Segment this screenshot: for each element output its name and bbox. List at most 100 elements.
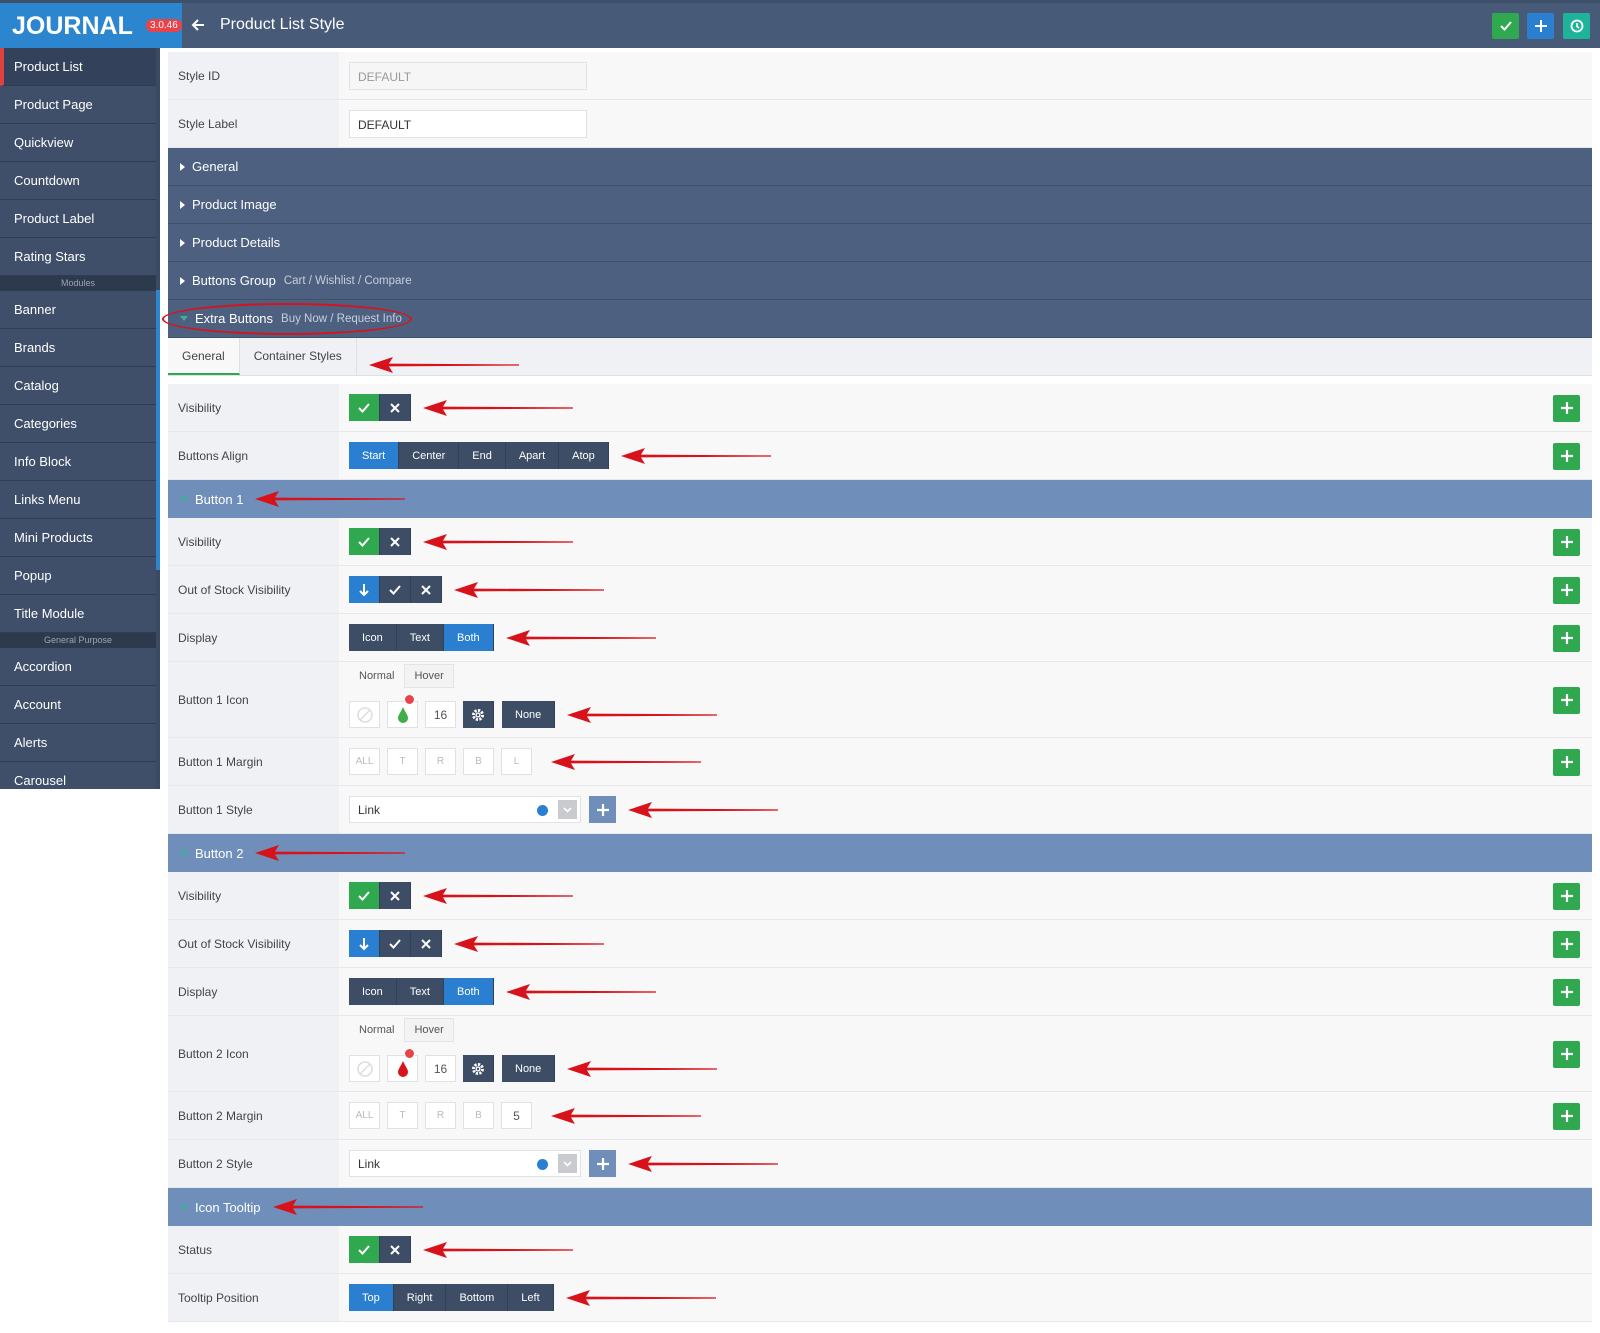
sidebar-item[interactable]: Categories bbox=[0, 405, 156, 443]
sidebar-item[interactable]: Account bbox=[0, 686, 156, 724]
icon-remove[interactable] bbox=[404, 694, 415, 705]
icon-settings[interactable] bbox=[463, 701, 494, 728]
subsection-header[interactable]: Icon Tooltip bbox=[168, 1188, 1592, 1226]
margin-input[interactable]: R bbox=[425, 1102, 456, 1129]
margin-input[interactable]: B bbox=[463, 1102, 494, 1129]
segment-option[interactable]: Both bbox=[443, 624, 494, 651]
state-off[interactable] bbox=[411, 930, 442, 957]
margin-input[interactable]: ALL bbox=[349, 1102, 380, 1129]
sidebar-item[interactable]: Carousel bbox=[0, 762, 156, 789]
margin-input[interactable]: T bbox=[387, 748, 418, 775]
sidebar-item[interactable]: Rating Stars bbox=[0, 238, 156, 276]
sidebar-item[interactable]: Brands bbox=[0, 329, 156, 367]
segment-option[interactable]: Text bbox=[396, 978, 444, 1005]
segment-option[interactable]: Center bbox=[399, 442, 460, 469]
margin-input[interactable]: L bbox=[501, 748, 532, 775]
section-header[interactable]: Extra Buttons Buy Now / Request Info bbox=[162, 300, 1592, 338]
toggle-off[interactable] bbox=[380, 394, 411, 421]
add-button[interactable] bbox=[1553, 930, 1580, 958]
sidebar-item[interactable]: Catalog bbox=[0, 367, 156, 405]
add-button[interactable] bbox=[1553, 442, 1580, 470]
toggle-on[interactable] bbox=[349, 882, 380, 909]
sidebar-item[interactable]: Banner bbox=[0, 291, 156, 329]
icon-none[interactable]: None bbox=[502, 701, 556, 728]
section-header[interactable]: General bbox=[168, 148, 1592, 186]
add-button[interactable] bbox=[1553, 394, 1580, 422]
subsection-header[interactable]: Button 2 bbox=[168, 834, 1592, 872]
segment-option[interactable]: Icon bbox=[349, 978, 397, 1005]
add-button[interactable] bbox=[1553, 978, 1580, 1006]
toggle-on[interactable] bbox=[349, 1236, 380, 1263]
state-off[interactable] bbox=[411, 576, 442, 603]
section-header[interactable]: Product Details bbox=[168, 224, 1592, 262]
add-button[interactable] bbox=[1553, 528, 1580, 556]
icon-picker[interactable] bbox=[387, 1048, 418, 1082]
toggle-on[interactable] bbox=[349, 528, 380, 555]
add-button[interactable] bbox=[1553, 748, 1580, 776]
segment-option[interactable]: Icon bbox=[349, 624, 397, 651]
tab[interactable]: General bbox=[168, 338, 240, 375]
add-button[interactable] bbox=[1527, 13, 1554, 39]
add-style-button[interactable] bbox=[589, 1150, 616, 1177]
toggle-on[interactable] bbox=[349, 394, 380, 421]
icon-tab[interactable]: Normal bbox=[349, 1018, 405, 1042]
icon-clear[interactable] bbox=[349, 1055, 380, 1082]
sidebar-item[interactable]: Product Label bbox=[0, 200, 156, 238]
margin-input[interactable]: 5 bbox=[501, 1102, 532, 1129]
segment-option[interactable]: Text bbox=[396, 624, 444, 651]
icon-size[interactable]: 16 bbox=[425, 701, 456, 728]
state-on[interactable] bbox=[380, 930, 411, 957]
state-on[interactable] bbox=[380, 576, 411, 603]
text-input[interactable]: DEFAULT bbox=[349, 109, 587, 138]
sidebar-item[interactable]: Product Page bbox=[0, 86, 156, 124]
toggle-off[interactable] bbox=[380, 1236, 411, 1263]
add-button[interactable] bbox=[1553, 882, 1580, 910]
tab[interactable]: Container Styles bbox=[240, 338, 357, 375]
add-button[interactable] bbox=[1553, 576, 1580, 604]
sidebar-item[interactable]: Popup bbox=[0, 557, 156, 595]
margin-input[interactable]: B bbox=[463, 748, 494, 775]
sidebar-item[interactable]: Alerts bbox=[0, 724, 156, 762]
sidebar-item[interactable]: Mini Products bbox=[0, 519, 156, 557]
icon-settings[interactable] bbox=[463, 1055, 494, 1082]
style-select[interactable]: Link bbox=[349, 1150, 581, 1177]
add-button[interactable] bbox=[1553, 1102, 1580, 1130]
sidebar-item[interactable]: Product List bbox=[0, 48, 156, 86]
margin-input[interactable]: T bbox=[387, 1102, 418, 1129]
sidebar-item[interactable]: Countdown bbox=[0, 162, 156, 200]
icon-picker[interactable] bbox=[387, 694, 418, 728]
sidebar-item[interactable]: Quickview bbox=[0, 124, 156, 162]
icon-tab[interactable]: Hover bbox=[404, 664, 454, 688]
segment-option[interactable]: Right bbox=[393, 1284, 447, 1311]
sidebar-item[interactable]: Title Module bbox=[0, 595, 156, 633]
subsection-header[interactable]: Button 1 bbox=[168, 480, 1592, 518]
add-button[interactable] bbox=[1553, 624, 1580, 652]
icon-tab[interactable]: Hover bbox=[404, 1018, 454, 1042]
sidebar-item[interactable]: Accordion bbox=[0, 648, 156, 686]
toggle-off[interactable] bbox=[380, 882, 411, 909]
add-style-button[interactable] bbox=[589, 796, 616, 823]
toggle-off[interactable] bbox=[380, 528, 411, 555]
state-inherit[interactable] bbox=[349, 930, 380, 957]
segment-option[interactable]: Apart bbox=[505, 442, 560, 469]
back-button[interactable] bbox=[190, 17, 206, 33]
add-button[interactable] bbox=[1553, 1040, 1580, 1068]
icon-size[interactable]: 16 bbox=[425, 1055, 456, 1082]
segment-option[interactable]: Start bbox=[349, 442, 400, 469]
segment-option[interactable]: End bbox=[459, 442, 506, 469]
sidebar-item[interactable]: Links Menu bbox=[0, 481, 156, 519]
margin-input[interactable]: R bbox=[425, 748, 456, 775]
segment-option[interactable]: Top bbox=[349, 1284, 394, 1311]
icon-clear[interactable] bbox=[349, 701, 380, 728]
margin-input[interactable]: ALL bbox=[349, 748, 380, 775]
segment-option[interactable]: Left bbox=[508, 1284, 554, 1311]
section-header[interactable]: Product Image bbox=[168, 186, 1592, 224]
logo[interactable]: JOURNAL 3.0.46 bbox=[0, 3, 182, 48]
sidebar-item[interactable]: Info Block bbox=[0, 443, 156, 481]
section-header[interactable]: Buttons Group Cart / Wishlist / Compare bbox=[168, 262, 1592, 300]
save-button[interactable] bbox=[1492, 13, 1519, 39]
segment-option[interactable]: Both bbox=[443, 978, 494, 1005]
history-button[interactable] bbox=[1563, 13, 1590, 39]
icon-remove[interactable] bbox=[404, 1048, 415, 1059]
segment-option[interactable]: Bottom bbox=[446, 1284, 509, 1311]
